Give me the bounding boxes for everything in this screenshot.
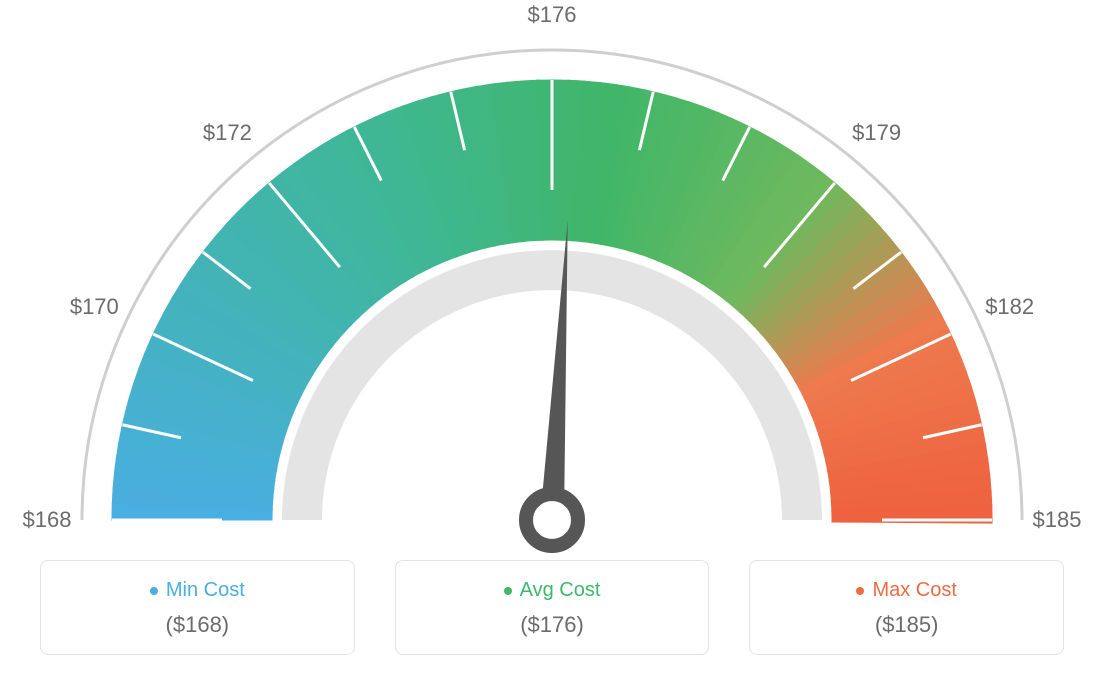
gauge-svg [0, 0, 1104, 560]
legend-value: ($176) [406, 612, 699, 638]
gauge-tick-label: $170 [70, 294, 119, 320]
gauge-needle-hub [526, 494, 578, 546]
legend-label: Max Cost [872, 579, 956, 602]
gauge-chart: $168 $170 $172 $176 $179 $182 $185 [0, 0, 1104, 560]
gauge-tick-label: $185 [1033, 507, 1082, 533]
legend-label: Min Cost [166, 579, 245, 602]
legend-card-max: Max Cost ($185) [749, 560, 1064, 655]
gauge-tick-label: $179 [852, 120, 901, 146]
legend-value: ($185) [760, 612, 1053, 638]
legend-label: Avg Cost [520, 579, 601, 602]
gauge-tick-label: $168 [23, 507, 72, 533]
legend-dot-icon [150, 587, 158, 595]
legend-row: Min Cost ($168) Avg Cost ($176) Max Cost ($18… [0, 560, 1104, 675]
legend-title-max: Max Cost [856, 579, 956, 602]
legend-dot-icon [504, 587, 512, 595]
gauge-tick-label: $182 [985, 294, 1034, 320]
legend-card-min: Min Cost ($168) [40, 560, 355, 655]
legend-dot-icon [856, 587, 864, 595]
legend-card-avg: Avg Cost ($176) [395, 560, 710, 655]
legend-title-min: Min Cost [150, 579, 245, 602]
gauge-tick-label: $176 [528, 2, 577, 28]
legend-value: ($168) [51, 612, 344, 638]
gauge-tick-label: $172 [203, 120, 252, 146]
legend-title-avg: Avg Cost [504, 579, 601, 602]
